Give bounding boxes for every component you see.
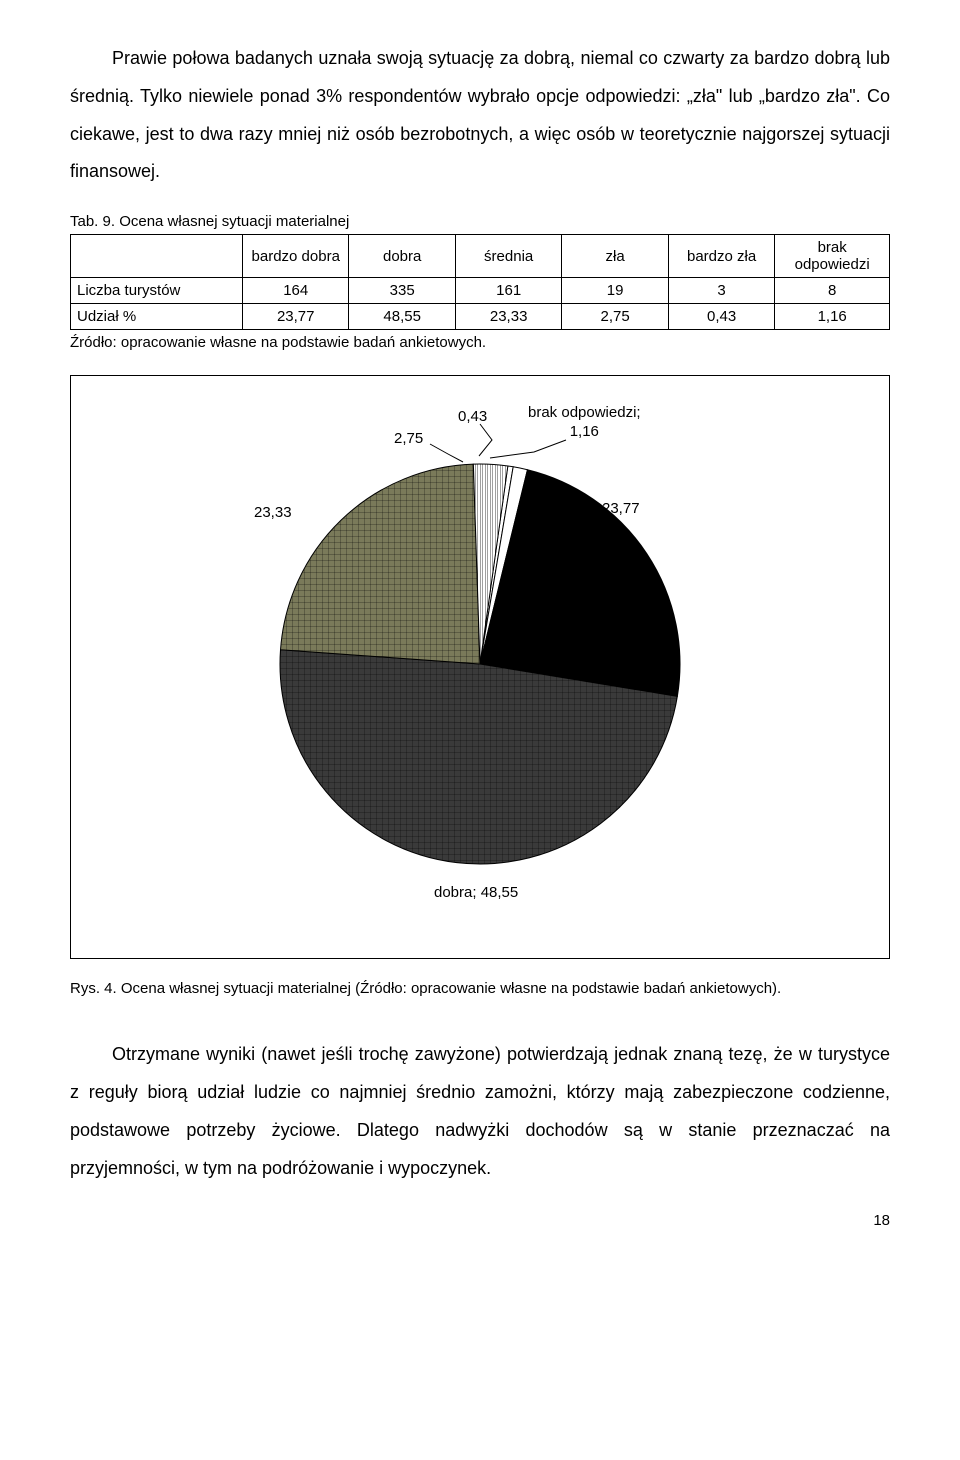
- intro-text: Prawie połowa badanych uznała swoją sytu…: [70, 48, 890, 181]
- table-header-cell: dobra: [349, 235, 455, 278]
- table-row-label: Liczba turystów: [71, 278, 243, 304]
- pie-label: brak odpowiedzi;1,16: [528, 404, 641, 442]
- table-header-cell: średnia: [455, 235, 561, 278]
- table-cell: 164: [242, 278, 348, 304]
- table-cell: 8: [775, 278, 890, 304]
- table-cell: 0,43: [668, 304, 774, 330]
- leader-line: [430, 444, 463, 462]
- pie-label: 2,75: [394, 430, 423, 449]
- table-header-cell: [71, 235, 243, 278]
- table-row-label: Udział %: [71, 304, 243, 330]
- intro-paragraph: Prawie połowa badanych uznała swoją sytu…: [70, 40, 890, 191]
- pie-chart-container: 0,43 brak odpowiedzi;1,16 23,77 dobra; 48,5…: [70, 375, 890, 959]
- table-cell: 23,77: [242, 304, 348, 330]
- table-row: Liczba turystów1643351611938: [71, 278, 890, 304]
- table-cell: 335: [349, 278, 455, 304]
- pie-label: 23,33: [254, 504, 292, 523]
- pie-label: 0,43: [458, 408, 487, 427]
- table-cell: 161: [455, 278, 561, 304]
- table-cell: 3: [668, 278, 774, 304]
- table-cell: 1,16: [775, 304, 890, 330]
- table-title: Tab. 9. Ocena własnej sytuacji materialn…: [70, 213, 890, 230]
- table-cell: 48,55: [349, 304, 455, 330]
- table-header-cell: brak odpowiedzi: [775, 235, 890, 278]
- data-table: bardzo dobradobraśredniazłabardzo złabra…: [70, 234, 890, 330]
- table-header-cell: bardzo zła: [668, 235, 774, 278]
- table-source: Źródło: opracowanie własne na podstawie …: [70, 334, 890, 351]
- table-header-row: bardzo dobradobraśredniazłabardzo złabra…: [71, 235, 890, 278]
- leader-line: [479, 424, 492, 456]
- table-cell: 19: [562, 278, 668, 304]
- closing-text: Otrzymane wyniki (nawet jeśli trochę zaw…: [70, 1044, 890, 1177]
- page-number: 18: [70, 1212, 890, 1229]
- pie-label: 23,77: [602, 500, 640, 519]
- pie-label: dobra; 48,55: [434, 884, 518, 903]
- table-cell: 23,33: [455, 304, 561, 330]
- table-header-cell: bardzo dobra: [242, 235, 348, 278]
- figure-caption: Rys. 4. Ocena własnej sytuacji materialn…: [70, 977, 890, 1000]
- pie-slice: [281, 464, 480, 664]
- table-row: Udział %23,7748,5523,332,750,431,16: [71, 304, 890, 330]
- table-header-cell: zła: [562, 235, 668, 278]
- closing-paragraph: Otrzymane wyniki (nawet jeśli trochę zaw…: [70, 1036, 890, 1187]
- pie-chart: [220, 404, 740, 924]
- table-cell: 2,75: [562, 304, 668, 330]
- leader-line: [490, 440, 566, 458]
